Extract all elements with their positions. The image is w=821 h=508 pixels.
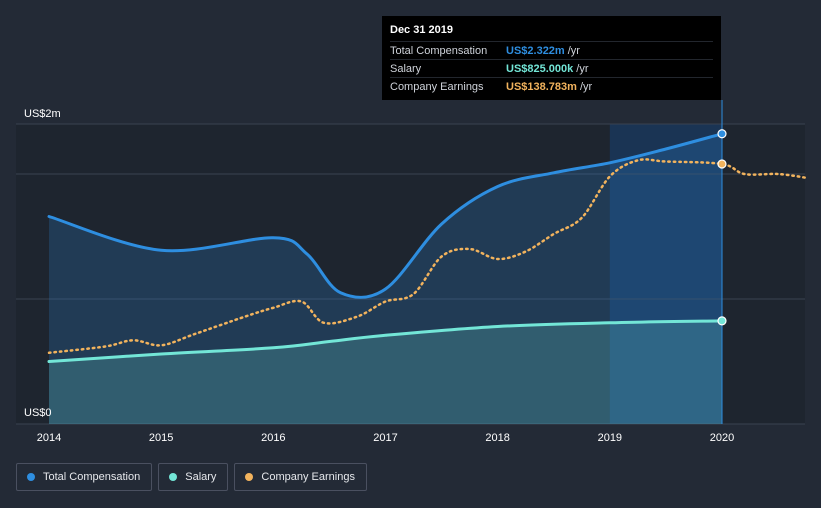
company-earnings-line — [47, 158, 808, 355]
x-tick-label: 2019 — [598, 432, 622, 444]
legend-item-salary[interactable]: Salary — [158, 463, 229, 491]
x-tick-label: 2014 — [37, 432, 61, 444]
legend-dot-icon — [245, 473, 254, 481]
legend-item-total-compensation[interactable]: Total Compensation — [16, 463, 153, 491]
legend-label: Total Compensation — [43, 471, 141, 483]
gridlines — [16, 123, 805, 425]
series-lines — [47, 132, 808, 363]
hover-markers — [717, 129, 727, 326]
tooltip-row-total: Total Compensation US$2.322m /yr — [390, 41, 713, 59]
tooltip-value: US$138.783m — [506, 80, 577, 93]
tooltip-label: Salary — [390, 62, 422, 75]
tooltip-row-salary: Salary US$825.000k /yr — [390, 59, 713, 77]
tooltip: Dec 31 2019 Total Compensation US$2.322m… — [382, 16, 721, 100]
x-axis-ticks: 2014 2015 2016 2017 2018 2019 2020 — [37, 432, 734, 444]
tooltip-unit: /yr — [576, 62, 589, 75]
legend-label: Salary — [185, 471, 217, 483]
legend-item-company-earnings[interactable]: Company Earnings — [234, 463, 367, 491]
x-tick-label: 2020 — [710, 432, 734, 444]
legend: Total Compensation Salary Company Earnin… — [16, 463, 367, 491]
x-tick-label: 2016 — [261, 432, 285, 444]
company-earnings-marker — [717, 159, 727, 169]
y-axis-ticks: US$0 US$2m — [24, 108, 61, 419]
legend-dot-icon — [27, 473, 35, 481]
salary-area — [49, 320, 722, 424]
legend-dot-icon — [169, 473, 178, 481]
tooltip-label: Company Earnings — [390, 80, 484, 93]
tooltip-unit: /yr — [567, 44, 580, 57]
tooltip-row-earnings: Company Earnings US$138.783m /yr — [390, 77, 713, 95]
x-tick-label: 2018 — [485, 432, 509, 444]
tooltip-label: Total Compensation — [390, 44, 488, 57]
x-tick-label: 2017 — [373, 432, 397, 444]
tooltip-unit: /yr — [579, 80, 593, 93]
tooltip-value: US$825.000k — [506, 62, 574, 75]
total-compensation-marker — [717, 129, 727, 139]
tooltip-date: Dec 31 2019 — [390, 24, 453, 36]
salary-marker — [717, 316, 727, 326]
y-tick-label: US$0 — [24, 407, 52, 419]
legend-label: Company Earnings — [261, 471, 355, 483]
x-tick-label: 2015 — [149, 432, 173, 444]
total-compensation-line — [47, 132, 724, 299]
tooltip-value: US$2.322m — [506, 44, 565, 57]
salary-line — [47, 319, 724, 363]
y-tick-label: US$2m — [24, 108, 61, 120]
